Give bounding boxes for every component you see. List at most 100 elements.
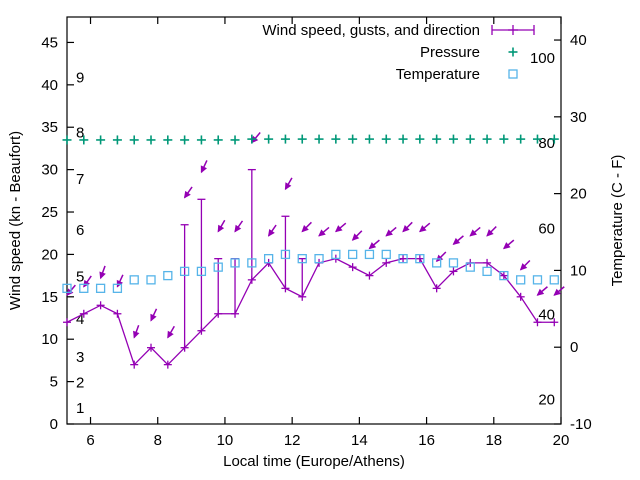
beaufort-scale-label: 8 <box>76 124 84 141</box>
y-axis-tick-label: 10 <box>41 331 58 348</box>
fahrenheit-scale-label: 80 <box>538 135 555 152</box>
y2-axis-tick-label: 30 <box>570 109 587 126</box>
wind-direction-arrow <box>351 230 363 241</box>
y-axis-tick-label: 25 <box>41 204 58 221</box>
square-marker <box>549 275 559 285</box>
square-marker <box>129 275 139 285</box>
y-axis-tick-label: 20 <box>41 246 58 263</box>
wind-direction-arrow <box>502 239 515 250</box>
wind-direction-arrow <box>167 325 175 339</box>
wind-direction-arrow <box>200 160 208 174</box>
x-axis-tick-label: 16 <box>418 432 435 449</box>
wind-direction-arrow <box>519 259 531 271</box>
plot-border <box>66 16 562 425</box>
square-marker <box>62 283 72 293</box>
beaufort-scale-label: 6 <box>76 222 84 239</box>
square-marker <box>196 266 207 277</box>
y2-axis-tick-label: 0 <box>570 339 578 356</box>
square-marker <box>499 270 509 281</box>
beaufort-scale-label: 7 <box>76 171 84 188</box>
square-marker <box>247 258 257 268</box>
y-axis-tick-label: 45 <box>41 34 58 51</box>
square-marker <box>482 266 492 277</box>
square-marker <box>532 275 543 285</box>
plus-marker <box>129 135 139 145</box>
legend-entry-label: Wind speed, gusts, and direction <box>262 22 480 39</box>
beaufort-scale-label: 1 <box>76 400 84 417</box>
plus-marker <box>549 134 559 144</box>
wind-direction-arrow <box>402 221 413 233</box>
square-marker <box>331 249 341 260</box>
y-axis-tick-label: 15 <box>41 289 58 306</box>
plus-marker <box>532 134 542 144</box>
square-marker <box>297 254 307 264</box>
x-axis-tick-label: 14 <box>351 432 368 449</box>
plus-marker <box>230 135 240 145</box>
legend-entry-label: Temperature <box>396 66 480 83</box>
beaufort-scale-label: 2 <box>76 375 84 392</box>
plus-marker <box>63 318 71 327</box>
wind-direction-arrow <box>150 308 158 322</box>
square-marker <box>314 254 324 264</box>
plus-marker <box>62 135 72 145</box>
plus-marker <box>180 343 189 352</box>
fahrenheit-scale-label: 40 <box>538 306 555 323</box>
x-axis-tick-label: 6 <box>86 432 94 449</box>
wind-direction-arrow <box>234 220 244 233</box>
y-axis-tick-label: 40 <box>41 77 58 94</box>
plus-marker <box>298 292 307 301</box>
square-marker <box>95 283 106 293</box>
plus-marker <box>297 134 307 144</box>
x-axis-tick-label: 10 <box>217 432 234 449</box>
square-marker <box>213 262 223 272</box>
y2-axis-tick-label: -10 <box>570 416 592 433</box>
wind-direction-arrow <box>486 226 497 237</box>
square-marker <box>364 249 375 260</box>
plus-marker <box>516 292 525 301</box>
wind-direction-arrow <box>284 177 293 191</box>
pressure-markers <box>62 134 559 145</box>
gust-error-bars <box>180 168 307 348</box>
plus-marker <box>398 134 408 144</box>
beaufort-scale-label: 5 <box>76 269 84 286</box>
plus-marker <box>147 343 156 352</box>
plus-marker <box>196 135 206 145</box>
wind-direction-arrow <box>217 219 226 233</box>
plus-marker <box>482 134 492 144</box>
plus-marker <box>432 134 442 144</box>
plus-marker <box>483 258 492 267</box>
plus-marker <box>264 134 274 144</box>
temperature-markers <box>62 249 559 293</box>
wind-direction-arrow <box>553 286 565 296</box>
wind-direction-arrow <box>301 221 312 233</box>
square-marker <box>432 258 442 268</box>
x-axis-tick-label: 12 <box>284 432 301 449</box>
plus-marker <box>247 134 257 144</box>
plus-marker <box>499 271 508 280</box>
wind-direction-arrow <box>334 222 347 233</box>
plus-marker <box>348 263 357 272</box>
square-marker <box>516 275 526 285</box>
plus-marker <box>432 284 441 293</box>
plus-marker <box>508 47 518 57</box>
plus-marker <box>197 326 206 335</box>
plus-marker <box>281 284 290 293</box>
square-marker <box>381 249 391 260</box>
plus-marker <box>247 275 256 284</box>
square-marker <box>415 254 425 264</box>
square-marker <box>465 262 475 272</box>
square-marker <box>79 283 89 293</box>
y-axis-tick-label: 0 <box>50 416 58 433</box>
square-marker <box>263 254 274 264</box>
y2-axis-title: Temperature (C - F) <box>609 155 626 287</box>
square-marker <box>146 275 156 285</box>
fahrenheit-scale-label: 100 <box>530 50 555 67</box>
plus-marker <box>130 360 139 369</box>
plus-marker <box>314 134 324 144</box>
plus-marker <box>113 309 122 318</box>
beaufort-scale-label: 9 <box>76 69 84 86</box>
plus-marker <box>499 134 509 144</box>
plus-marker <box>550 318 559 327</box>
wind-speed-markers <box>63 254 559 369</box>
